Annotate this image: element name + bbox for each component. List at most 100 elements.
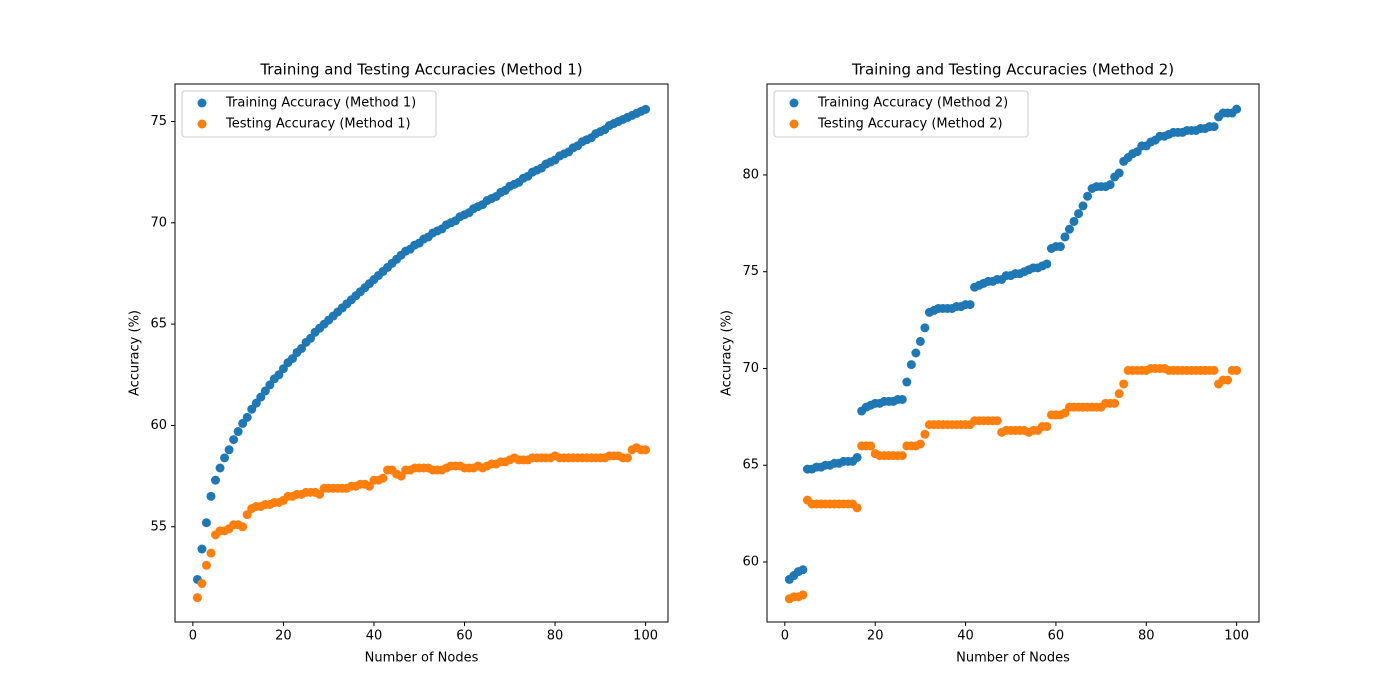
legend-label: Testing Accuracy (Method 1) xyxy=(225,117,411,132)
point xyxy=(902,377,912,387)
point xyxy=(1232,104,1242,114)
point xyxy=(915,336,925,346)
y-tick-label: 70 xyxy=(742,361,759,376)
point xyxy=(798,590,808,600)
point xyxy=(897,394,907,404)
x-tick-label: 0 xyxy=(781,629,789,644)
series xyxy=(192,443,651,603)
point xyxy=(852,503,862,513)
y-tick-label: 60 xyxy=(742,555,759,570)
point xyxy=(920,323,930,333)
plot-frame xyxy=(174,83,669,623)
point xyxy=(206,548,216,558)
point xyxy=(920,429,930,439)
point xyxy=(1209,365,1219,375)
x-tick-label: 40 xyxy=(366,629,383,644)
x-tick-label: 100 xyxy=(633,629,658,644)
y-tick-label: 60 xyxy=(150,418,167,433)
chart-title: Training and Testing Accuracies (Method … xyxy=(851,61,1174,79)
point xyxy=(192,593,202,603)
point xyxy=(1069,216,1079,226)
y-tick-label: 80 xyxy=(742,167,759,182)
point xyxy=(641,104,651,114)
point xyxy=(622,453,632,463)
point xyxy=(906,360,916,370)
x-tick-label: 20 xyxy=(275,629,292,644)
y-axis-label: Accuracy (%) xyxy=(720,310,735,396)
y-tick-label: 70 xyxy=(150,215,167,230)
y-tick-label: 65 xyxy=(742,458,759,473)
point xyxy=(224,445,234,455)
subplot: Training and Testing Accuracies (Method … xyxy=(128,61,669,666)
point xyxy=(1114,389,1124,399)
point xyxy=(215,463,225,473)
point xyxy=(1078,201,1088,211)
point xyxy=(992,416,1002,426)
point xyxy=(197,578,207,588)
point xyxy=(1223,375,1233,385)
point xyxy=(897,451,907,461)
legend: Training Accuracy (Method 1) Testing Accu… xyxy=(181,90,437,138)
point xyxy=(197,544,207,554)
point xyxy=(1055,242,1065,252)
point xyxy=(1114,168,1124,178)
y-tick-label: 75 xyxy=(742,264,759,279)
point xyxy=(1232,365,1242,375)
x-tick-label: 80 xyxy=(547,629,564,644)
subplot: Training and Testing Accuracies (Method … xyxy=(720,61,1260,666)
y-tick-label: 75 xyxy=(150,114,167,129)
point xyxy=(915,439,925,449)
series xyxy=(784,104,1242,584)
plot-frame xyxy=(766,83,1260,623)
chart-title: Training and Testing Accuracies (Method … xyxy=(259,61,582,79)
legend: Training Accuracy (Method 2) Testing Accu… xyxy=(773,90,1029,138)
point xyxy=(1074,209,1084,219)
point xyxy=(1042,259,1052,269)
point xyxy=(798,565,808,575)
point xyxy=(233,427,243,437)
point xyxy=(201,560,211,570)
point xyxy=(220,453,230,463)
legend-box xyxy=(181,90,437,138)
legend-marker xyxy=(789,98,799,108)
point xyxy=(238,522,248,532)
point xyxy=(1119,379,1129,389)
point xyxy=(641,445,651,455)
point xyxy=(852,453,862,463)
point xyxy=(1110,398,1120,408)
series xyxy=(784,363,1242,604)
legend-marker xyxy=(197,119,207,129)
x-axis-label: Number of Nodes xyxy=(365,651,479,666)
point xyxy=(378,473,388,483)
point xyxy=(242,412,252,422)
x-tick-label: 60 xyxy=(1048,629,1065,644)
point xyxy=(1083,191,1093,201)
point xyxy=(866,441,876,451)
x-tick-label: 20 xyxy=(867,629,884,644)
point xyxy=(1042,422,1052,432)
x-tick-label: 100 xyxy=(1224,629,1249,644)
y-axis-label: Accuracy (%) xyxy=(128,310,143,396)
y-tick-label: 55 xyxy=(150,519,167,534)
point xyxy=(965,300,975,310)
x-tick-label: 80 xyxy=(1138,629,1155,644)
x-tick-label: 0 xyxy=(189,629,197,644)
point xyxy=(911,348,921,358)
legend-label: Training Accuracy (Method 2) xyxy=(817,96,1008,111)
point xyxy=(1064,224,1074,234)
legend-label: Training Accuracy (Method 1) xyxy=(225,96,416,111)
x-axis-label: Number of Nodes xyxy=(956,651,1070,666)
y-tick-label: 65 xyxy=(150,317,167,332)
legend-marker xyxy=(789,119,799,129)
point xyxy=(1060,232,1070,242)
point xyxy=(229,435,239,445)
x-tick-label: 40 xyxy=(957,629,974,644)
point xyxy=(211,475,221,485)
series xyxy=(192,104,651,584)
legend-label: Testing Accuracy (Method 2) xyxy=(817,117,1003,132)
x-tick-label: 60 xyxy=(456,629,473,644)
legend-box xyxy=(773,90,1029,138)
point xyxy=(201,518,211,528)
legend-marker xyxy=(197,98,207,108)
